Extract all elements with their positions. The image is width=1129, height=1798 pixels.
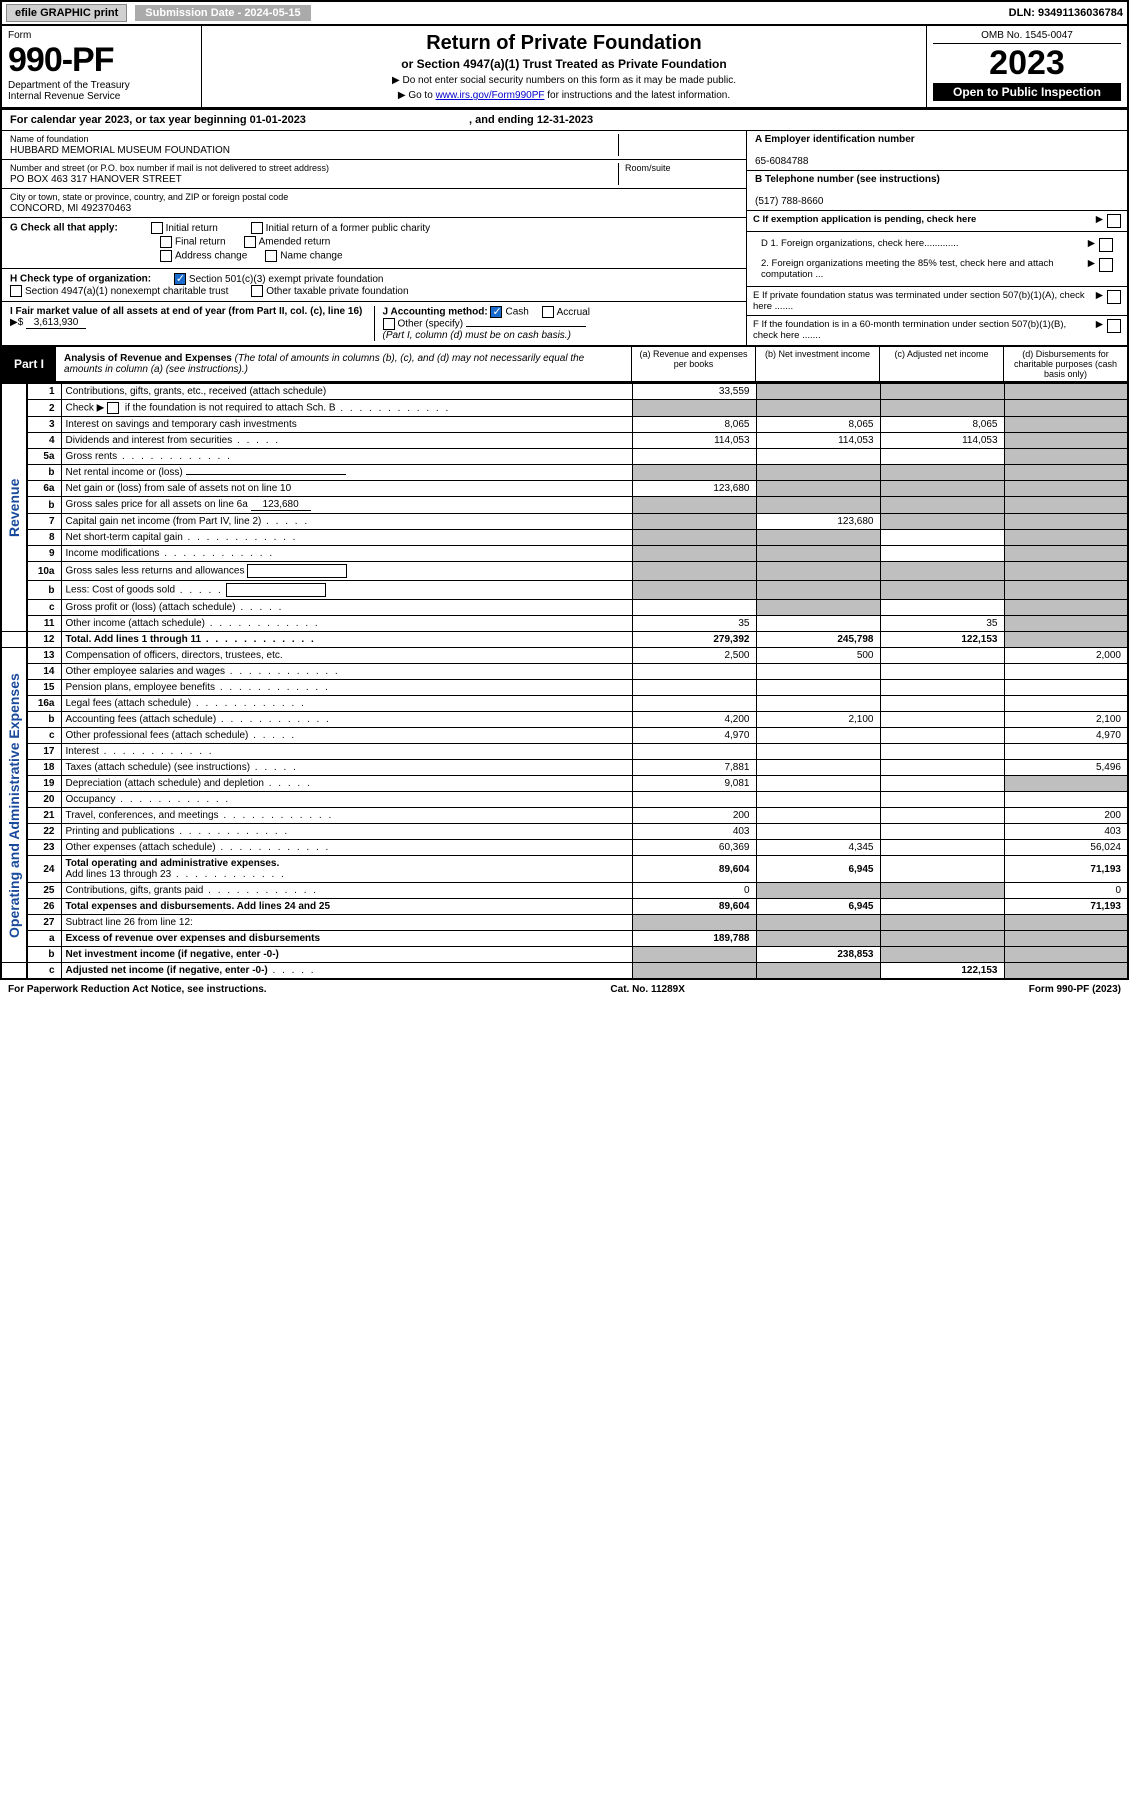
checkbox-initial-return[interactable] bbox=[151, 222, 163, 234]
dln: DLN: 93491136036784 bbox=[1009, 7, 1123, 19]
checkbox-f[interactable] bbox=[1107, 319, 1121, 333]
tel-label: B Telephone number (see instructions) bbox=[755, 174, 940, 185]
room-label: Room/suite bbox=[625, 163, 671, 173]
open-public-badge: Open to Public Inspection bbox=[933, 83, 1121, 101]
form-subtitle: or Section 4947(a)(1) Trust Treated as P… bbox=[212, 57, 916, 71]
checkbox-final-return[interactable] bbox=[160, 236, 172, 248]
col-b-header: (b) Net investment income bbox=[755, 347, 879, 381]
part1-table: Revenue 1Contributions, gifts, grants, e… bbox=[0, 383, 1129, 980]
footer-cat: Cat. No. 11289X bbox=[610, 984, 684, 995]
checkbox-other-method[interactable] bbox=[383, 318, 395, 330]
checkbox-501c3[interactable] bbox=[174, 273, 186, 285]
c-label: C If exemption application is pending, c… bbox=[753, 214, 976, 225]
footer-form: Form 990-PF (2023) bbox=[1029, 984, 1121, 995]
fmv-value: 3,613,930 bbox=[26, 317, 86, 329]
city-label: City or town, state or province, country… bbox=[10, 192, 288, 202]
tax-year: 2023 bbox=[933, 44, 1121, 83]
addr-label: Number and street (or P.O. box number if… bbox=[10, 163, 329, 173]
ein-value: 65-6084788 bbox=[755, 156, 808, 167]
g-label: G Check all that apply: bbox=[10, 223, 118, 234]
form-note-2: ▶ Go to www.irs.gov/Form990PF for instru… bbox=[212, 90, 916, 101]
dept-treasury: Department of the Treasury bbox=[8, 80, 195, 91]
checkbox-amended-return[interactable] bbox=[244, 236, 256, 248]
checkbox-d2[interactable] bbox=[1099, 258, 1113, 272]
e-label: E If private foundation status was termi… bbox=[753, 290, 1092, 312]
checkbox-e[interactable] bbox=[1107, 290, 1121, 304]
form-id-block: Form 990-PF Department of the Treasury I… bbox=[2, 26, 202, 107]
col-d-header: (d) Disbursements for charitable purpose… bbox=[1003, 347, 1127, 381]
foundation-name: HUBBARD MEMORIAL MUSEUM FOUNDATION bbox=[10, 145, 230, 156]
irs: Internal Revenue Service bbox=[8, 91, 195, 102]
calendar-year-row: For calendar year 2023, or tax year begi… bbox=[2, 110, 1127, 131]
irs-link[interactable]: www.irs.gov/Form990PF bbox=[436, 90, 545, 101]
topbar: efile GRAPHIC print Submission Date - 20… bbox=[0, 0, 1129, 26]
checkbox-initial-public[interactable] bbox=[251, 222, 263, 234]
checkbox-4947[interactable] bbox=[10, 285, 22, 297]
foundation-city: CONCORD, MI 492370463 bbox=[10, 203, 131, 214]
checkbox-cash[interactable] bbox=[490, 306, 502, 318]
d2-label: 2. Foreign organizations meeting the 85%… bbox=[761, 258, 1084, 280]
footer-left: For Paperwork Reduction Act Notice, see … bbox=[8, 984, 267, 995]
form-title: Return of Private Foundation bbox=[212, 32, 916, 55]
efile-print-button[interactable]: efile GRAPHIC print bbox=[6, 4, 127, 22]
checkbox-sch-b[interactable] bbox=[107, 402, 119, 414]
expenses-side-label: Operating and Administrative Expenses bbox=[1, 648, 27, 963]
form-note-1: ▶ Do not enter social security numbers o… bbox=[212, 75, 916, 86]
h-label: H Check type of organization: bbox=[10, 274, 151, 285]
col-a-header: (a) Revenue and expenses per books bbox=[631, 347, 755, 381]
form-number: 990-PF bbox=[8, 41, 195, 80]
checkbox-accrual[interactable] bbox=[542, 306, 554, 318]
d1-label: D 1. Foreign organizations, check here..… bbox=[761, 238, 1084, 249]
part1-label: Part I bbox=[2, 347, 56, 381]
i-label: I Fair market value of all assets at end… bbox=[10, 306, 362, 317]
j-note: (Part I, column (d) must be on cash basi… bbox=[383, 330, 571, 341]
col-c-header: (c) Adjusted net income bbox=[879, 347, 1003, 381]
checkbox-address-change[interactable] bbox=[160, 250, 172, 262]
submission-date: Submission Date - 2024-05-15 bbox=[135, 5, 310, 21]
f-label: F If the foundation is in a 60-month ter… bbox=[753, 319, 1092, 341]
j-label: J Accounting method: bbox=[383, 307, 488, 318]
tel-value: (517) 788-8660 bbox=[755, 196, 823, 207]
checkbox-d1[interactable] bbox=[1099, 238, 1113, 252]
form-label: Form bbox=[8, 30, 195, 41]
checkbox-name-change[interactable] bbox=[265, 250, 277, 262]
part1-title: Analysis of Revenue and Expenses bbox=[64, 353, 232, 364]
name-label: Name of foundation bbox=[10, 134, 89, 144]
ein-label: A Employer identification number bbox=[755, 134, 915, 145]
checkbox-other-taxable[interactable] bbox=[251, 285, 263, 297]
revenue-side-label: Revenue bbox=[1, 384, 27, 632]
omb-number: OMB No. 1545-0047 bbox=[933, 30, 1121, 44]
foundation-address: PO BOX 463 317 HANOVER STREET bbox=[10, 174, 182, 185]
checkbox-c[interactable] bbox=[1107, 214, 1121, 228]
